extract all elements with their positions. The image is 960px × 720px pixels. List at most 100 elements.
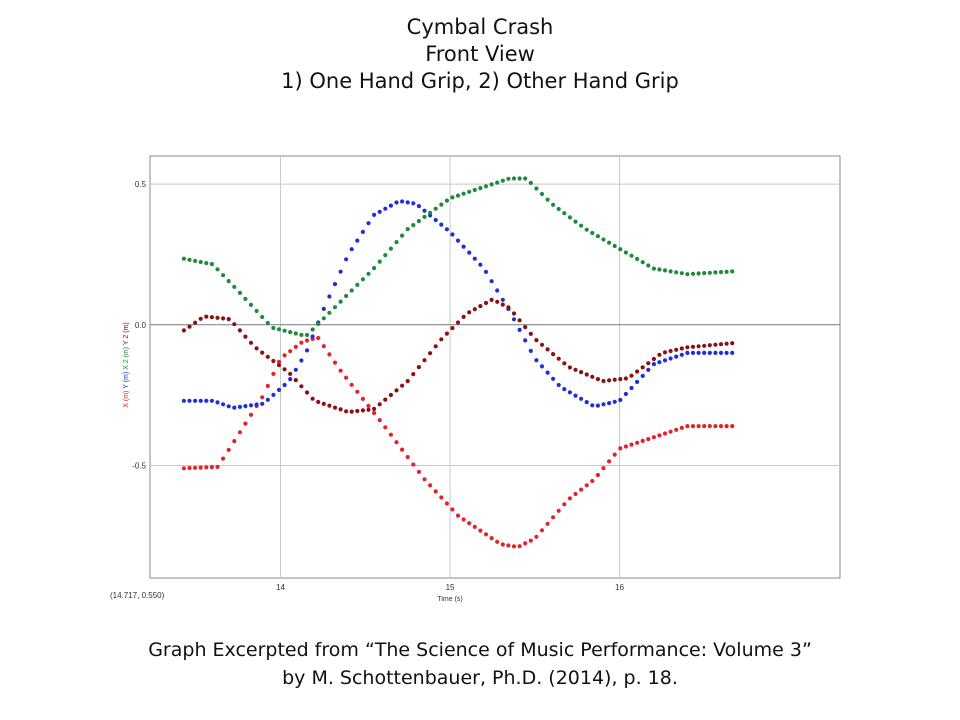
data-point — [450, 507, 455, 512]
data-point — [299, 332, 304, 337]
data-point — [590, 230, 595, 236]
data-point — [713, 342, 718, 347]
data-point — [204, 261, 209, 266]
data-point — [551, 352, 556, 357]
data-point — [461, 244, 466, 249]
data-point — [260, 395, 265, 400]
data-point — [433, 206, 438, 211]
data-point — [590, 374, 595, 379]
data-point — [388, 203, 393, 208]
data-point — [372, 266, 377, 271]
data-point — [243, 334, 248, 339]
data-point — [400, 383, 405, 388]
data-point — [551, 515, 556, 520]
data-point — [674, 427, 679, 432]
data-point — [713, 270, 718, 275]
data-point — [623, 376, 629, 381]
data-point — [539, 364, 545, 369]
data-point — [651, 266, 657, 271]
data-point — [383, 397, 388, 402]
data-point — [338, 368, 343, 373]
x-tick-label: 15 — [446, 583, 455, 592]
data-point — [377, 259, 382, 264]
data-point — [646, 263, 651, 268]
data-point — [355, 389, 360, 394]
data-point — [489, 182, 494, 187]
data-point — [198, 398, 203, 403]
data-point — [276, 363, 282, 368]
y-tick-label: 0.5 — [135, 180, 147, 189]
data-point — [327, 294, 332, 299]
data-point — [567, 365, 573, 370]
data-point — [209, 398, 214, 403]
data-point — [713, 424, 718, 429]
data-point — [221, 402, 226, 407]
data-point — [590, 478, 595, 484]
data-point — [282, 367, 287, 372]
data-point — [702, 350, 707, 355]
data-point — [495, 180, 500, 185]
data-point — [646, 367, 651, 372]
data-point — [724, 269, 729, 274]
data-point — [595, 472, 601, 478]
data-point — [545, 521, 550, 526]
data-point — [629, 442, 634, 447]
series-y-m — [181, 199, 735, 410]
data-point — [304, 390, 310, 395]
data-point — [209, 465, 214, 470]
data-point — [327, 403, 332, 408]
data-point — [690, 271, 696, 276]
data-point — [444, 501, 449, 506]
data-point — [713, 350, 718, 355]
data-point — [724, 350, 729, 355]
data-point — [321, 401, 326, 406]
data-point — [383, 425, 388, 430]
data-point — [478, 262, 483, 267]
data-point — [316, 399, 321, 405]
data-point — [685, 272, 690, 277]
data-point — [204, 314, 209, 319]
y-axis-label-part: X 2 (m) — [123, 347, 130, 372]
data-point — [511, 176, 517, 181]
data-point — [534, 358, 539, 363]
data-point — [702, 424, 707, 429]
data-point — [299, 340, 304, 345]
data-point — [360, 277, 365, 282]
data-point — [193, 320, 198, 325]
data-point — [243, 404, 248, 409]
data-point — [288, 371, 293, 376]
data-point — [338, 269, 343, 274]
data-point — [612, 243, 617, 249]
title-line-1: Cymbal Crash — [406, 15, 554, 39]
series-y-2-m — [181, 297, 735, 414]
data-point — [601, 237, 606, 242]
data-point — [232, 439, 237, 444]
data-point — [612, 399, 617, 404]
data-point — [388, 432, 393, 437]
data-point — [685, 350, 690, 355]
data-point — [411, 372, 416, 377]
data-point — [718, 342, 724, 347]
data-point — [304, 348, 310, 353]
data-point — [416, 365, 421, 370]
data-point — [584, 483, 589, 488]
data-point — [271, 392, 276, 397]
data-point — [433, 344, 438, 349]
data-point — [243, 296, 248, 301]
data-point — [640, 260, 645, 265]
data-point — [478, 304, 483, 309]
data-point — [500, 542, 505, 547]
data-point — [573, 393, 578, 398]
data-point — [534, 338, 539, 343]
data-point — [601, 466, 606, 471]
data-point — [455, 320, 461, 325]
data-point — [355, 408, 360, 414]
data-point — [187, 465, 192, 471]
data-point — [651, 435, 657, 440]
data-point — [181, 328, 186, 333]
data-point — [679, 425, 684, 430]
data-point — [679, 271, 684, 276]
data-point — [662, 350, 668, 355]
cursor-readout: (14.717, 0.550) — [110, 591, 165, 600]
